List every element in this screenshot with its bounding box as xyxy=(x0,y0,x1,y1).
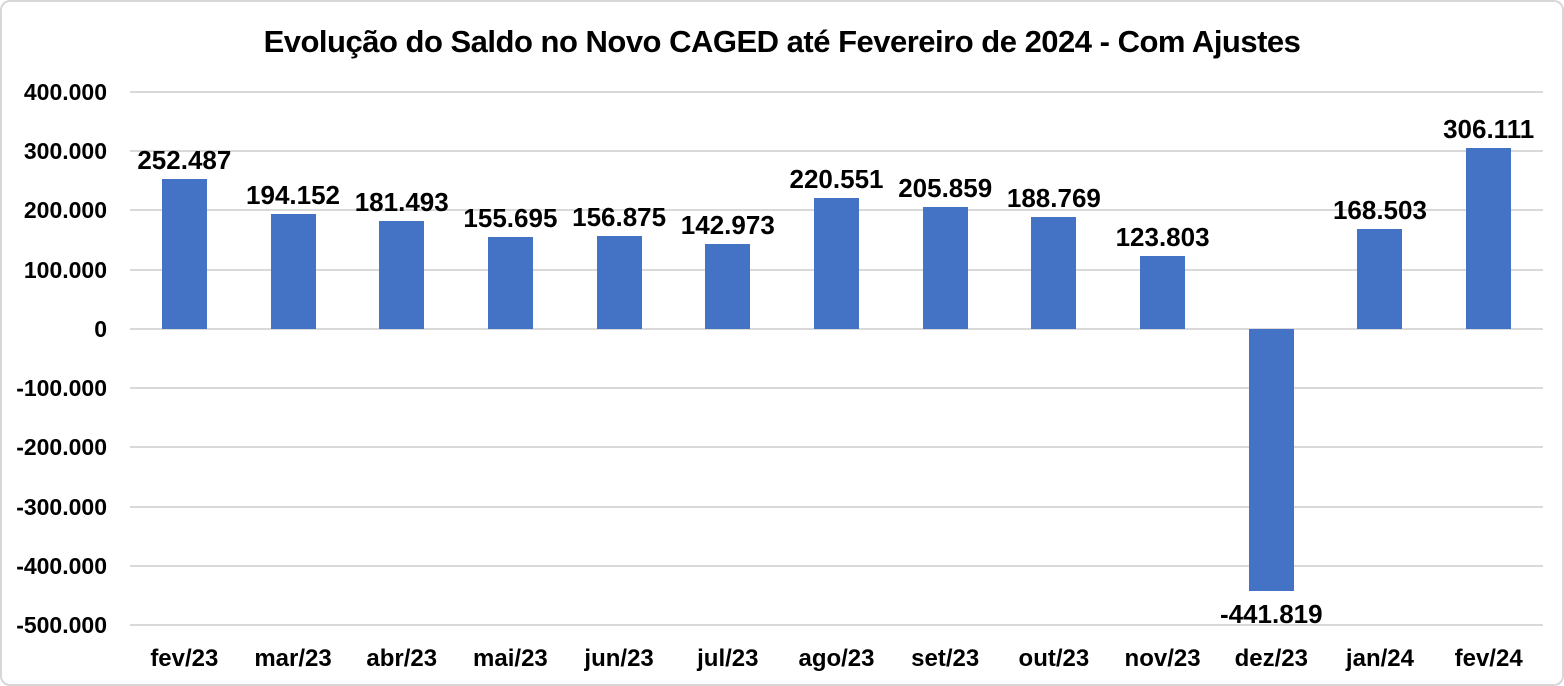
data-label: 155.695 xyxy=(463,202,558,233)
bar xyxy=(487,236,533,329)
y-axis-tick-label: 300.000 xyxy=(23,138,107,165)
y-axis-tick-label: -400.000 xyxy=(16,552,107,579)
gridline xyxy=(130,150,1543,153)
data-label: 220.551 xyxy=(789,164,884,195)
y-axis-tick-label: 100.000 xyxy=(23,256,107,283)
bar xyxy=(596,235,642,329)
x-axis-tick-label: abr/23 xyxy=(366,645,438,672)
bar xyxy=(1140,255,1186,329)
data-label: 188.769 xyxy=(1006,183,1101,214)
gridline xyxy=(130,446,1543,449)
y-axis-tick-label: -300.000 xyxy=(16,493,107,520)
bar xyxy=(161,179,207,329)
x-axis-tick-label: jan/24 xyxy=(1345,645,1414,672)
chart-title: Evolução do Saldo no Novo CAGED até Feve… xyxy=(263,24,1301,59)
x-axis-tick-label: dez/23 xyxy=(1234,645,1308,672)
y-axis-tick-label: 400.000 xyxy=(23,79,107,105)
gridline xyxy=(130,327,1543,330)
x-axis-tick-label: set/23 xyxy=(911,645,980,672)
gridline xyxy=(130,505,1543,508)
data-label: 181.493 xyxy=(354,187,449,218)
y-axis-tick-label: -100.000 xyxy=(16,375,107,402)
data-label: 156.875 xyxy=(572,201,667,232)
bar xyxy=(1031,217,1077,329)
x-axis-tick-label: jul/23 xyxy=(697,645,759,672)
data-label: -441.819 xyxy=(1219,598,1323,629)
data-label: 168.503 xyxy=(1332,195,1427,226)
gridline xyxy=(130,387,1543,390)
gridline xyxy=(130,564,1543,567)
y-axis-tick-label: -200.000 xyxy=(16,434,107,461)
bar xyxy=(1248,328,1294,591)
y-axis-tick-label: 0 xyxy=(94,315,107,342)
x-axis-tick-label: fev/24 xyxy=(1454,645,1523,672)
gridline xyxy=(130,91,1543,93)
data-label: 205.859 xyxy=(898,172,993,203)
data-label: 194.152 xyxy=(246,179,341,210)
x-axis-tick-label: jun/23 xyxy=(584,645,654,672)
data-label: 252.487 xyxy=(137,145,232,176)
data-label: 142.973 xyxy=(680,210,775,241)
gridline xyxy=(130,624,1543,626)
data-label: 306.111 xyxy=(1443,113,1535,144)
bar xyxy=(379,221,425,329)
x-axis-tick-label: fev/23 xyxy=(150,645,219,672)
x-axis-tick-label: mar/23 xyxy=(254,645,332,672)
x-axis-tick-label: mai/23 xyxy=(473,645,548,672)
bar xyxy=(1466,147,1512,329)
x-axis-tick-label: out/23 xyxy=(1018,645,1090,672)
bar xyxy=(705,244,751,329)
x-axis-tick-label: nov/23 xyxy=(1124,645,1201,672)
bar xyxy=(922,206,968,329)
y-axis-tick-label: -500.000 xyxy=(16,612,107,638)
bar xyxy=(1357,229,1403,329)
bar xyxy=(270,213,316,329)
bar xyxy=(814,198,859,329)
x-axis-tick-label: ago/23 xyxy=(798,645,875,672)
data-label: 123.803 xyxy=(1115,221,1210,252)
y-axis-tick-label: 200.000 xyxy=(23,197,107,224)
